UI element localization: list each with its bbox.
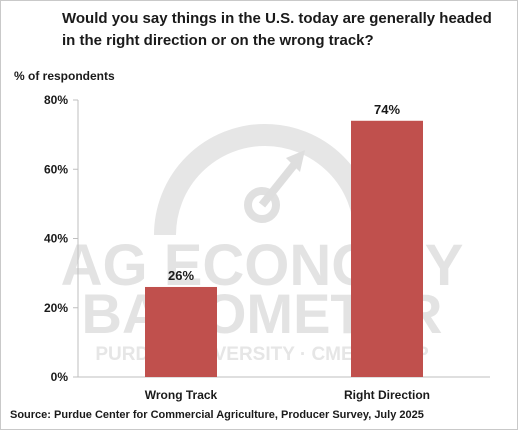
watermark-gauge-needle <box>258 157 302 208</box>
data-label: 26% <box>168 268 194 283</box>
y-tick-label: 40% <box>44 232 68 246</box>
y-axis-label: % of respondents <box>14 69 115 83</box>
y-tick-label: 60% <box>44 162 68 176</box>
y-tick-label: 80% <box>44 93 68 107</box>
x-tick-label: Wrong Track <box>145 388 218 402</box>
axes: 0% 20% 40% 60% 80% <box>44 93 490 384</box>
bar-wrong-track <box>145 286 217 377</box>
y-tick-label: 20% <box>44 301 68 315</box>
y-tick-label: 0% <box>51 370 69 384</box>
chart-title: Would you say things in the U.S. today a… <box>62 10 492 49</box>
watermark-gauge-arrowhead <box>286 150 305 172</box>
bar-right-direction <box>351 120 423 378</box>
x-tick-label: Right Direction <box>344 388 430 402</box>
bars <box>145 120 423 378</box>
data-label: 74% <box>374 102 400 117</box>
source-note: Source: Purdue Center for Commercial Agr… <box>10 409 424 421</box>
labels: 26% Wrong Track 74% Right Direction <box>145 102 430 402</box>
watermark-gauge-hub <box>244 187 280 223</box>
